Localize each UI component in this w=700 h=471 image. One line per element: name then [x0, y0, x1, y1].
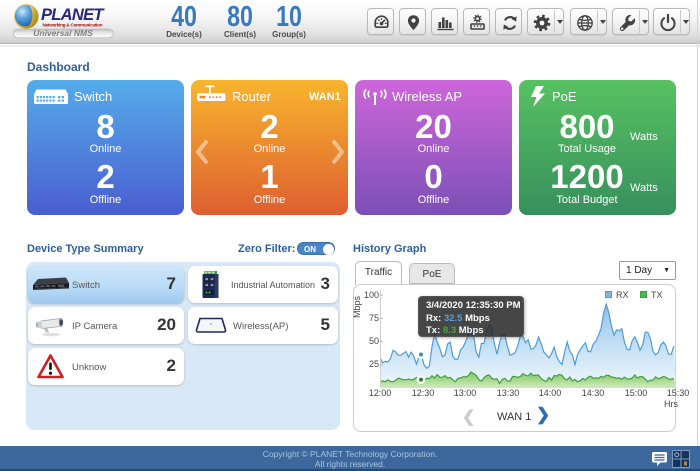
svg-text:PLANET: PLANET [41, 6, 105, 24]
svg-text:Universal NMS: Universal NMS [33, 28, 93, 38]
svg-text:Networking & Communication: Networking & Communication [43, 23, 103, 28]
